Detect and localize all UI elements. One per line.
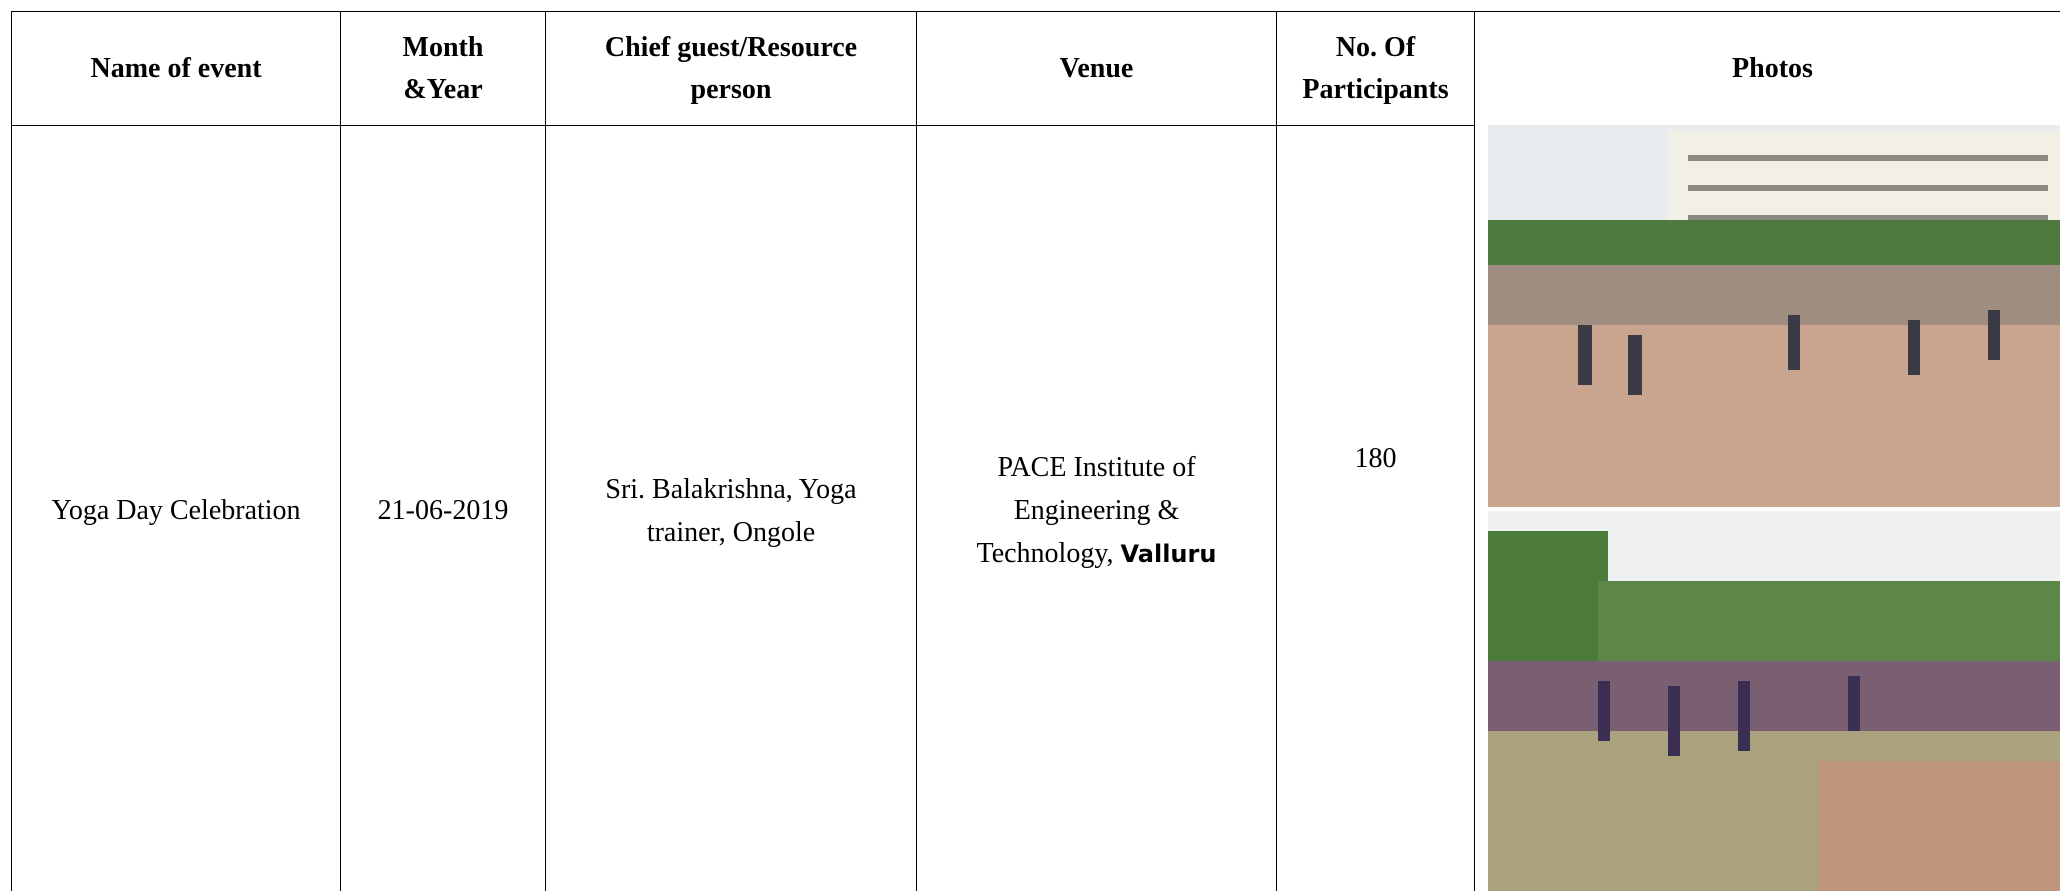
photo-2 xyxy=(1488,511,2060,891)
cell-text: Month xyxy=(402,32,484,63)
body-cell: 21-06-2019 xyxy=(340,125,545,891)
header-cell: Photos xyxy=(1474,11,2060,126)
cell-text: No. Of xyxy=(1335,32,1416,63)
cell-text: Venue xyxy=(1059,53,1134,84)
body-cell: Sri. Balakrishna, Yoga trainer, Ongole xyxy=(545,125,916,891)
cell-text: Yoga Day Celebration xyxy=(51,495,301,526)
header-cell: Venue xyxy=(916,11,1276,126)
header-cell: Chief guest/Resource person xyxy=(545,11,916,126)
cell-text: Name of event xyxy=(90,53,262,84)
body-cell: Yoga Day Celebration xyxy=(11,125,340,891)
cell-text: Chief guest/Resource xyxy=(604,32,858,63)
cell-text: trainer, Ongole xyxy=(646,516,816,548)
cell-text: Photos xyxy=(1732,53,1813,84)
cell-text: person xyxy=(690,74,772,105)
cell-text: Valluru xyxy=(1120,539,1217,568)
photo-1 xyxy=(1488,125,2060,507)
cell-text: 180 xyxy=(1354,442,1397,474)
header-cell: Month &Year xyxy=(340,11,545,126)
cell-text: Engineering & xyxy=(1013,494,1180,526)
cell-text: Sri. Balakrishna, Yoga xyxy=(605,473,857,505)
header-cell: Name of event xyxy=(11,11,340,126)
cell-text: Technology, Valluru xyxy=(976,537,1217,569)
cell-text: PACE Institute of xyxy=(997,451,1196,483)
body-cell xyxy=(1474,125,2060,891)
body-cell: 180 xyxy=(1276,125,1474,891)
cell-text: 21-06-2019 xyxy=(377,495,509,526)
header-cell: No. Of Participants xyxy=(1276,11,1474,126)
cell-text: &Year xyxy=(403,74,483,105)
body-cell: PACE Institute of Engineering & Technology… xyxy=(916,125,1276,891)
cell-text: Participants xyxy=(1302,74,1449,105)
